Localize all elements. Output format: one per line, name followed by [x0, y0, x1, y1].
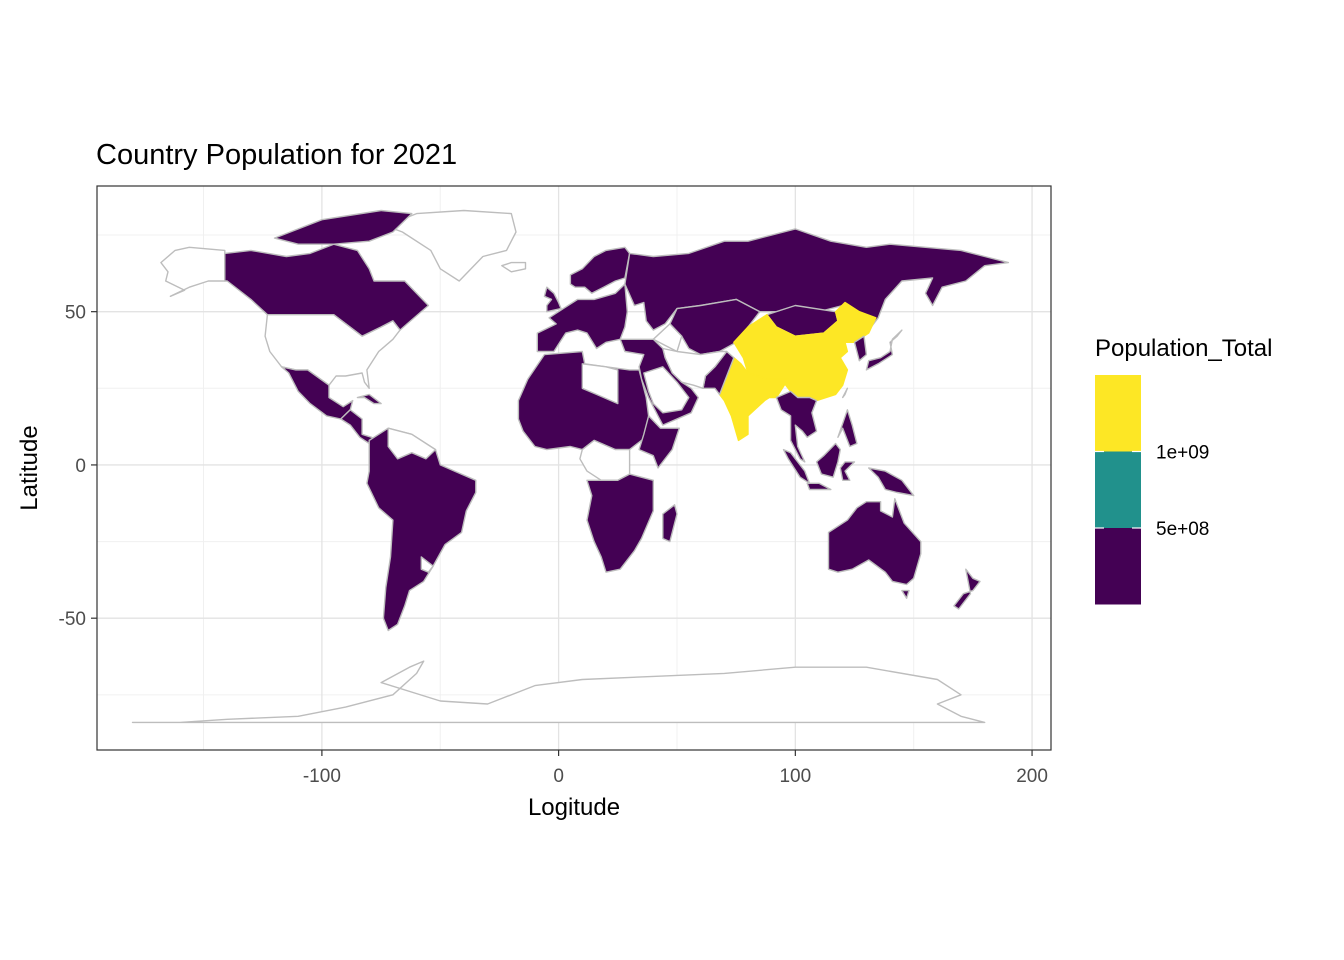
region-cuba: Cuba: [356, 393, 382, 405]
legend-key: [1095, 375, 1141, 452]
region-antarctica: Antarctica: [131, 660, 986, 724]
legend-key: [1095, 528, 1141, 605]
legend-title: Population_Total: [1095, 335, 1272, 362]
region-sulawesi: Sulawesi: [839, 461, 856, 481]
region-southern-africa: Southern Africa: [586, 473, 654, 573]
region-borneo: Borneo: [815, 442, 841, 478]
region-australia: Australia: [827, 498, 922, 586]
region-madagascar: Madagascar: [662, 504, 678, 543]
y-tick-label: 50: [65, 303, 86, 324]
y-axis-title: Latitude: [16, 425, 43, 510]
y-axis: -50 0 50: [59, 303, 97, 630]
region-libya: Libya: [581, 363, 619, 405]
x-axis: -100 0 100 200: [303, 750, 1048, 787]
legend: Population_Total 1e+09 5e+08: [1095, 335, 1272, 605]
region-philippines: Philippines: [837, 409, 858, 448]
region-new-zealand: New Zealand: [953, 568, 981, 610]
chart-title: Country Population for 2021: [96, 139, 457, 171]
y-tick-label: -50: [59, 609, 86, 630]
legend-key: [1095, 451, 1141, 528]
x-tick-label: 0: [553, 766, 564, 787]
region-iceland: Iceland: [501, 261, 527, 273]
region-alaska: Alaska: [160, 246, 226, 297]
region-venezuela-and-guianas: Venezuela and Guianas: [387, 427, 437, 460]
x-tick-label: 200: [1016, 766, 1048, 787]
region-new-guinea: New Guinea: [868, 467, 915, 497]
region-western-europe: Western Europe: [536, 283, 628, 353]
region-greenland: Greenland: [385, 209, 517, 282]
region-south-america: South America: [366, 427, 477, 632]
country-regions: AlaskaGreenlandCanadaCanadian Arctic Isl…: [131, 209, 1010, 724]
x-tick-label: -100: [303, 766, 341, 787]
panel-border: [96, 185, 1052, 751]
region-china: China: [733, 301, 877, 402]
region-mainland-southeast-asia: Mainland Southeast Asia: [775, 390, 818, 463]
x-tick-label: 100: [779, 766, 811, 787]
region-java: Java: [806, 482, 832, 491]
legend-keys: 1e+09 5e+08: [1095, 375, 1209, 605]
region-canadian-arctic-islands: Canadian Arctic Islands: [273, 209, 413, 245]
region-tasmania: Tasmania: [901, 589, 910, 599]
region-taiwan: Taiwan: [842, 387, 849, 399]
legend-break-label: 1e+09: [1156, 443, 1209, 464]
region-japan: Japan: [865, 329, 903, 371]
region-caucasus-and-caspian: Caucasus and Caspian: [652, 323, 683, 353]
region-british-isles: British Isles: [543, 286, 562, 313]
region-saudi-arabia: Saudi Arabia: [643, 366, 690, 414]
region-korea: Korea: [853, 335, 868, 362]
region-uruguay: Uruguay: [420, 556, 434, 573]
x-axis-title: Logitude: [528, 794, 620, 821]
y-tick-label: 0: [75, 456, 86, 477]
region-mexico: Mexico: [280, 366, 354, 420]
legend-break-label: 5e+08: [1156, 519, 1209, 540]
region-horn-of-africa: Horn of Africa: [638, 415, 680, 469]
plot-panel: AlaskaGreenlandCanadaCanadian Arctic Isl…: [96, 185, 1052, 751]
